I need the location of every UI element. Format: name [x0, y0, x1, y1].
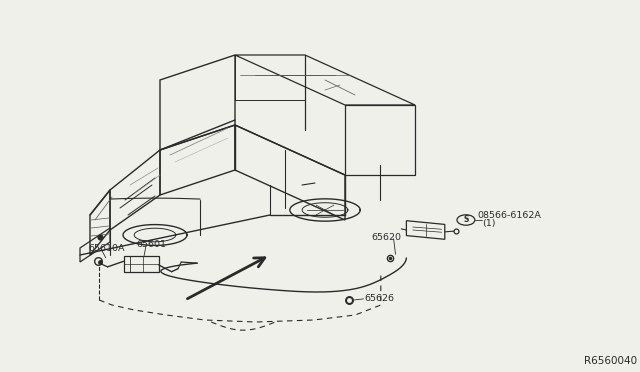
- Text: 08566-6162A: 08566-6162A: [477, 211, 541, 220]
- Text: S: S: [463, 215, 468, 224]
- Text: 65610A: 65610A: [88, 244, 125, 253]
- Polygon shape: [406, 221, 445, 239]
- Polygon shape: [124, 256, 159, 272]
- Text: 65601: 65601: [136, 240, 166, 249]
- Text: 65626: 65626: [365, 294, 395, 303]
- Text: R6560040: R6560040: [584, 356, 637, 366]
- Text: 65620: 65620: [371, 233, 401, 242]
- Text: (1): (1): [483, 219, 496, 228]
